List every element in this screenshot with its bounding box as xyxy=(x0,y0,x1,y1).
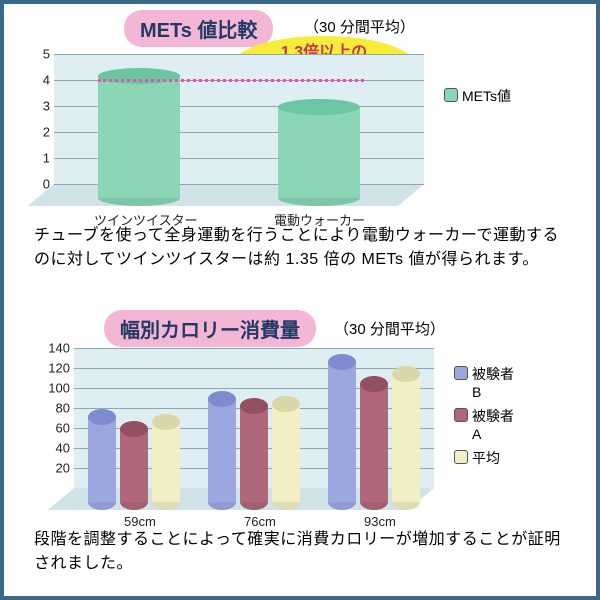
bar-cylinder xyxy=(88,417,116,502)
y-tick-label: 4 xyxy=(43,73,50,88)
y-tick-label: 80 xyxy=(56,401,70,416)
bar-cylinder xyxy=(240,406,268,502)
mets-legend: METs値 xyxy=(444,86,511,112)
mets-reference-line xyxy=(98,79,364,82)
y-tick-label: 2 xyxy=(43,125,50,140)
mets-plot-floor xyxy=(28,184,424,206)
y-tick-label: 100 xyxy=(48,381,70,396)
gridline xyxy=(54,54,424,55)
bar-cylinder xyxy=(278,107,360,198)
legend-swatch xyxy=(454,450,468,464)
y-tick-label: 60 xyxy=(56,421,70,436)
mets-legend-label: METs値 xyxy=(462,86,511,106)
legend-swatch xyxy=(454,366,468,380)
y-tick-label: 40 xyxy=(56,441,70,456)
bar-cylinder xyxy=(208,399,236,502)
legend-label: 平均 xyxy=(472,448,500,468)
calorie-body-text: 段階を調整することによって確実に消費カロリーが増加することが証明されました。 xyxy=(34,528,566,576)
legend-label: 被験者 B xyxy=(472,364,514,400)
frame: METs 値比較 （30 分間平均） 1.3倍以上の 運動効果！ 012345ツ… xyxy=(0,0,600,600)
legend-label: 被験者 A xyxy=(472,406,514,442)
mets-legend-swatch xyxy=(444,88,458,102)
mets-chart-title: METs 値比較 xyxy=(124,10,273,47)
mets-chart-subtitle: （30 分間平均） xyxy=(304,16,415,37)
y-tick-label: 140 xyxy=(48,341,70,356)
bar-cylinder xyxy=(392,374,420,502)
y-tick-label: 0 xyxy=(43,177,50,192)
bar-cylinder xyxy=(152,422,180,502)
x-tick-label: 93cm xyxy=(364,514,396,529)
gridline xyxy=(74,368,434,369)
y-tick-label: 1 xyxy=(43,151,50,166)
bar-cylinder xyxy=(328,362,356,502)
y-tick-label: 5 xyxy=(43,47,50,62)
calorie-legend-item: 平均 xyxy=(454,448,514,468)
x-tick-label: 76cm xyxy=(244,514,276,529)
calorie-chart-subtitle: （30 分間平均） xyxy=(334,318,445,339)
calorie-legend: 被験者 B 被験者 A 平均 xyxy=(454,364,514,474)
x-tick-label: 59cm xyxy=(124,514,156,529)
mets-chart-section: METs 値比較 （30 分間平均） 1.3倍以上の 運動効果！ 012345ツ… xyxy=(4,4,596,294)
calorie-chart-plot: 2040608010012014059cm76cm93cm xyxy=(74,348,434,488)
bar-cylinder xyxy=(360,384,388,502)
calorie-chart-section: 幅別カロリー消費量 （30 分間平均） 2040608010012014059c… xyxy=(4,304,596,594)
bar-cylinder xyxy=(272,404,300,502)
legend-swatch xyxy=(454,408,468,422)
mets-body-text: チューブを使って全身運動を行うことにより電動ウォーカーで運動するのに対してツイン… xyxy=(34,224,566,272)
y-tick-label: 120 xyxy=(48,361,70,376)
mets-chart-plot: 012345ツインツイスター電動ウォーカー xyxy=(54,54,424,184)
mets-legend-item: METs値 xyxy=(444,86,511,106)
y-tick-label: 20 xyxy=(56,461,70,476)
bar-cylinder xyxy=(98,76,180,198)
gridline xyxy=(74,348,434,349)
bar-cylinder xyxy=(120,429,148,502)
calorie-legend-item: 被験者 B xyxy=(454,364,514,400)
calorie-legend-item: 被験者 A xyxy=(454,406,514,442)
y-tick-label: 3 xyxy=(43,99,50,114)
calorie-chart-title: 幅別カロリー消費量 xyxy=(104,310,316,347)
